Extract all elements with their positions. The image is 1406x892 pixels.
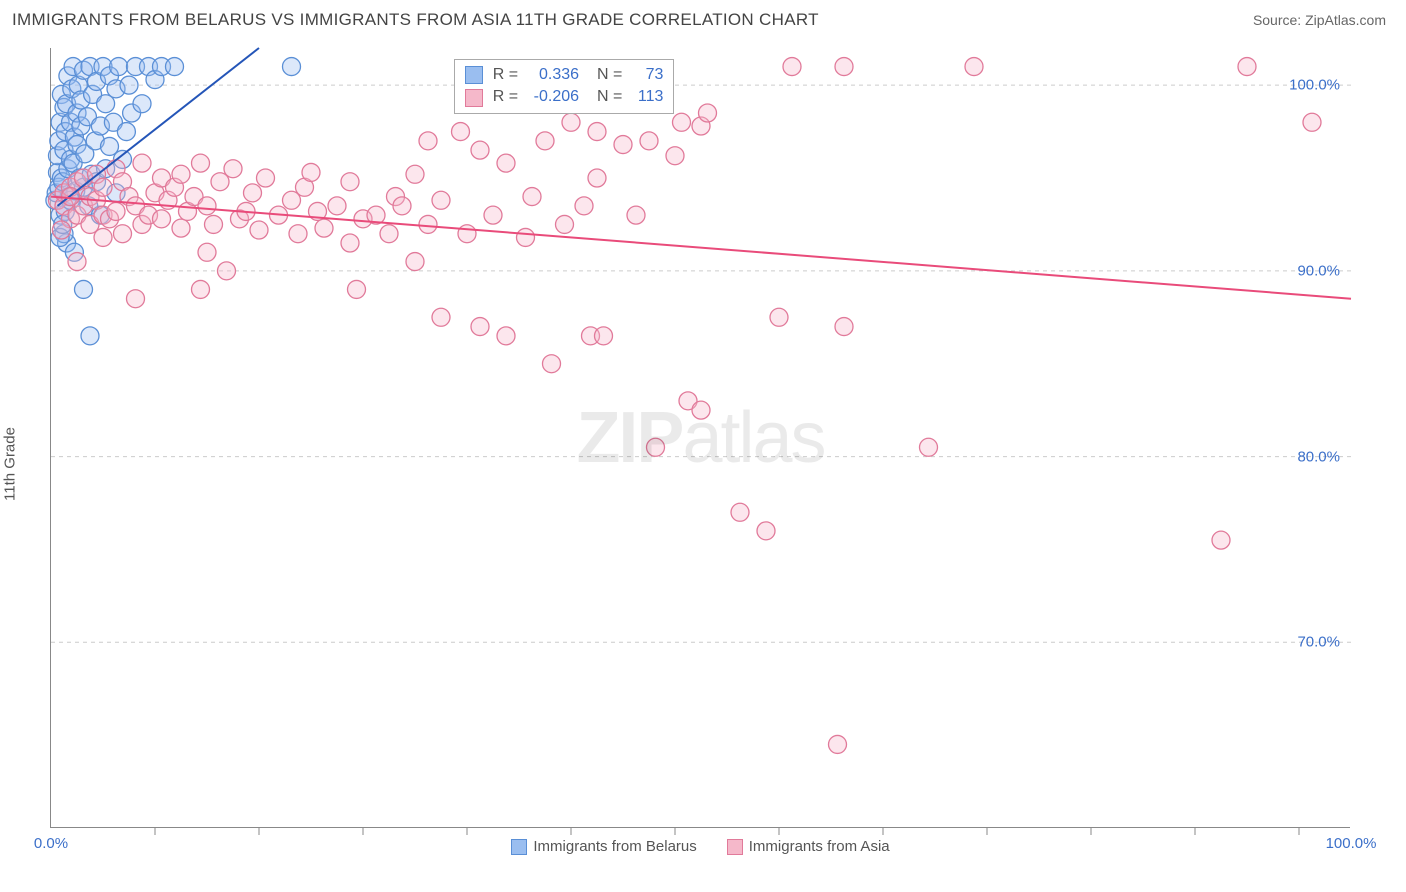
top-legend: R =0.336 N =73R =-0.206 N =113 <box>454 59 675 114</box>
top-legend-row: R =0.336 N =73 <box>465 64 664 86</box>
chart-wrap: 11th Grade ZIPatlas Immigrants from Bela… <box>0 38 1406 890</box>
legend-item: Immigrants from Belarus <box>511 838 696 855</box>
y-tick-label: 100.0% <box>1289 77 1340 94</box>
legend-swatch <box>727 839 743 855</box>
legend-swatch <box>511 839 527 855</box>
chart-svg <box>51 48 1350 827</box>
y-tick-label: 70.0% <box>1297 634 1340 651</box>
legend-label: Immigrants from Asia <box>749 838 890 855</box>
y-axis-label: 11th Grade <box>2 427 19 501</box>
header: IMMIGRANTS FROM BELARUS VS IMMIGRANTS FR… <box>0 0 1406 38</box>
source-label: Source: ZipAtlas.com <box>1253 12 1386 28</box>
x-tick-label: 0.0% <box>34 835 68 852</box>
x-tick-label: 100.0% <box>1326 835 1377 852</box>
chart-title: IMMIGRANTS FROM BELARUS VS IMMIGRANTS FR… <box>12 10 819 30</box>
y-tick-label: 80.0% <box>1297 448 1340 465</box>
legend-item: Immigrants from Asia <box>727 838 890 855</box>
y-tick-label: 90.0% <box>1297 262 1340 279</box>
legend-swatch <box>465 66 483 84</box>
legend-swatch <box>465 89 483 107</box>
bottom-legend: Immigrants from Belarus Immigrants from A… <box>51 838 1350 855</box>
plot-area: ZIPatlas Immigrants from BelarusImmigran… <box>50 48 1350 828</box>
legend-label: Immigrants from Belarus <box>533 838 696 855</box>
top-legend-row: R =-0.206 N =113 <box>465 86 664 108</box>
